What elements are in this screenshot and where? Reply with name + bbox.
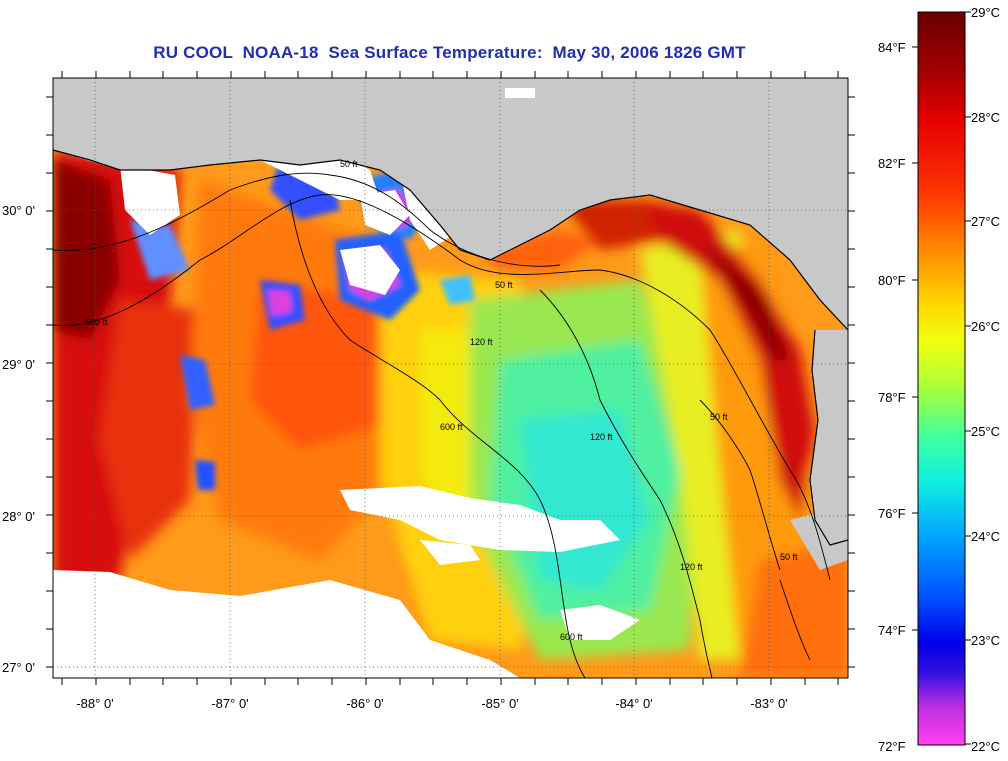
colorbar-c-label: 28°C <box>971 110 1000 125</box>
contour-label: 120 ft <box>680 562 703 572</box>
lon-label: -83° 0' <box>750 696 787 711</box>
lon-label: -87° 0' <box>211 696 248 711</box>
contour-label: 50 ft <box>495 280 513 290</box>
contour-label: 50 ft <box>780 552 798 562</box>
lon-label: -86° 0' <box>346 696 383 711</box>
colorbar-c-label: 22°C <box>971 739 1000 754</box>
colorbar-c-label: 23°C <box>971 633 1000 648</box>
contour-label: 600 ft <box>85 317 108 327</box>
colorbar-f-label: 78°F <box>878 390 906 405</box>
lon-label: -85° 0' <box>481 696 518 711</box>
contour-label: 120 ft <box>470 337 493 347</box>
lat-label: 30° 0' <box>2 203 35 218</box>
colorbar-c-label: 29°C <box>971 5 1000 20</box>
colorbar-f-label: 76°F <box>878 506 906 521</box>
colorbar-c-label: 24°C <box>971 529 1000 544</box>
colorbar-f-label: 82°F <box>878 156 906 171</box>
map-title: RU COOL NOAA-18 Sea Surface Temperature:… <box>153 43 746 62</box>
graticule <box>53 78 848 678</box>
contour-label: 50 ft <box>710 412 728 422</box>
colorbar-f-label: 80°F <box>878 273 906 288</box>
colorbar-c-label: 26°C <box>971 319 1000 334</box>
lat-label: 29° 0' <box>2 357 35 372</box>
lon-label: -84° 0' <box>615 696 652 711</box>
contour-label: 600 ft <box>440 422 463 432</box>
lat-label: 27° 0' <box>2 660 35 675</box>
contour-label: 120 ft <box>590 432 613 442</box>
colorbar-f-label: 74°F <box>878 623 906 638</box>
colorbar-f-label: 72°F <box>878 739 906 754</box>
axis-ticks <box>46 71 855 685</box>
colorbar-gradient <box>917 11 966 746</box>
sst-field <box>53 78 848 678</box>
colorbar: 84°F 82°F 80°F 78°F 76°F 74°F 72°F 29°C … <box>878 5 1000 754</box>
colorbar-f-label: 84°F <box>878 40 906 55</box>
contour-label: 50 ft <box>340 159 358 169</box>
contour-label: 600 ft <box>560 632 583 642</box>
colorbar-c-label: 27°C <box>971 214 1000 229</box>
lat-label: 28° 0' <box>2 509 35 524</box>
map-frame <box>52 77 849 679</box>
lon-label: -88° 0' <box>76 696 113 711</box>
bathymetry-contours <box>53 172 831 678</box>
colorbar-c-label: 25°C <box>971 424 1000 439</box>
